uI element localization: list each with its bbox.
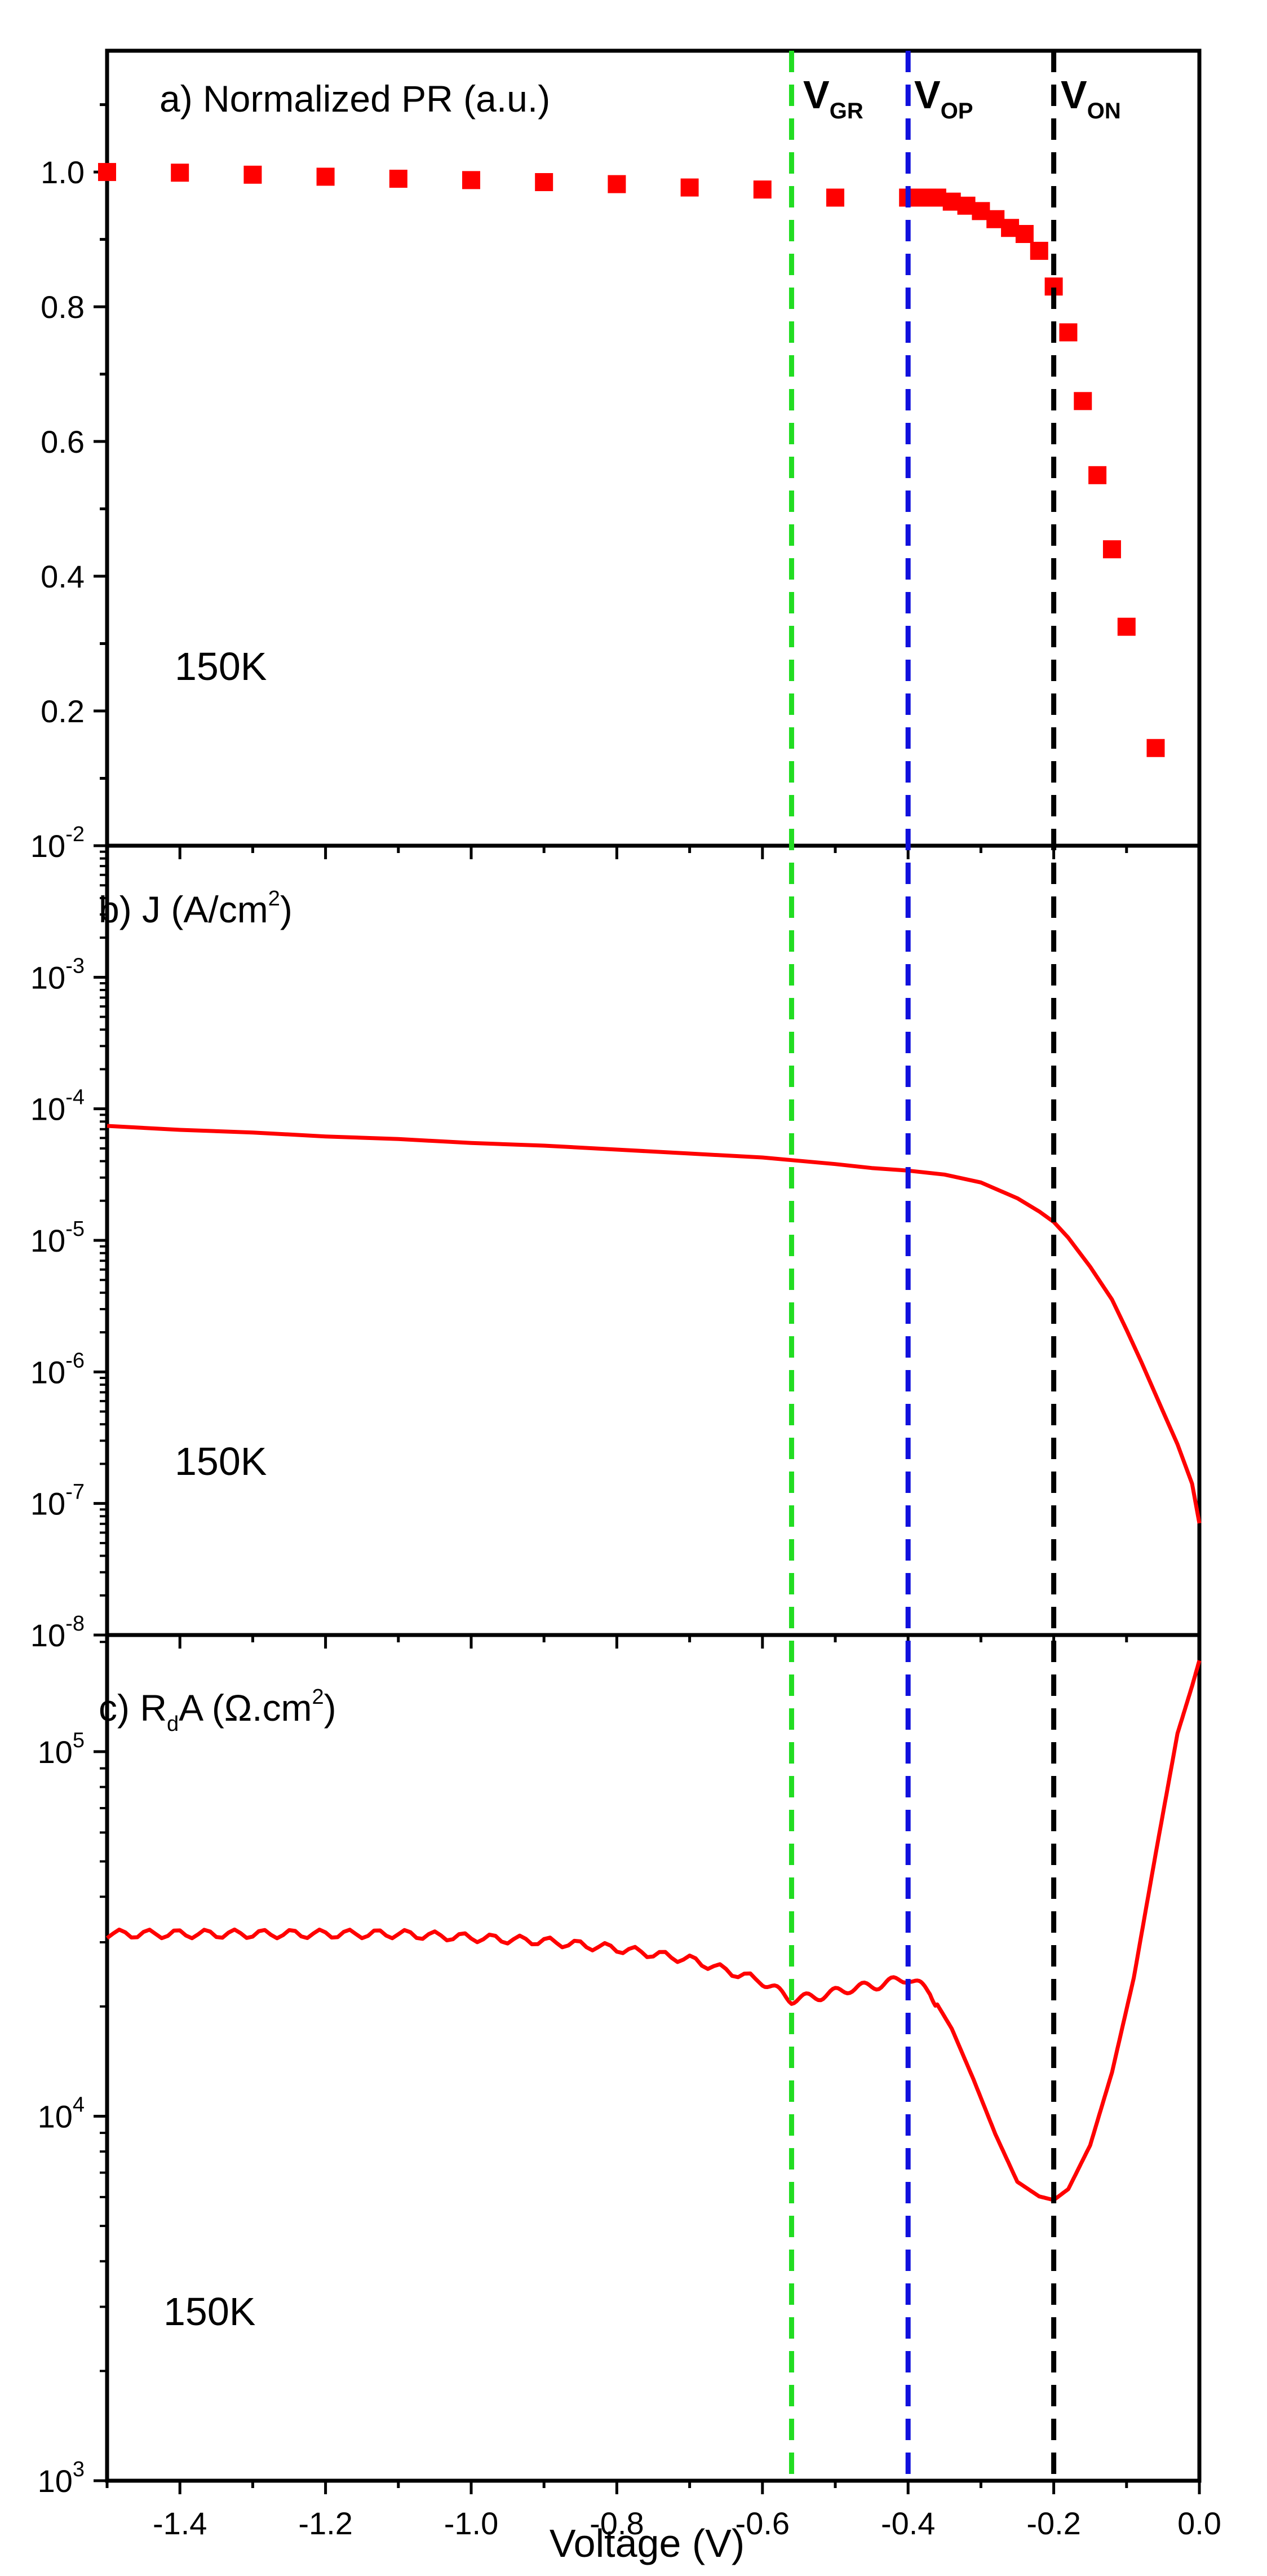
pr-data-point xyxy=(1074,392,1092,410)
pr-data-point xyxy=(171,164,189,182)
vertical-markers xyxy=(788,51,1057,2481)
axes-frames xyxy=(105,48,1202,2483)
pr-data-point xyxy=(1015,225,1034,244)
panel-a-title: a) Normalized PR (a.u.) xyxy=(160,78,550,120)
v-gr-label-main: V xyxy=(803,73,830,117)
axes-frame-b xyxy=(105,843,1202,1637)
tick-base: 10 xyxy=(38,1734,73,1770)
tick-base: 10 xyxy=(30,1223,65,1258)
v-on-label: VON xyxy=(1061,73,1121,123)
panel-c-title: c) RdA (Ω.cm2) xyxy=(99,1685,336,1736)
pr-data-point xyxy=(826,188,844,207)
axes-frame-a xyxy=(105,48,1202,848)
pr-data-point xyxy=(1088,466,1107,484)
panel-b-temperature: 150K xyxy=(175,1439,267,1483)
panel-a-temperature: 150K xyxy=(175,644,267,688)
y-tick-label-c: 105 xyxy=(38,1729,85,1770)
tick-base: 10 xyxy=(30,960,65,995)
panel-b-title-main: b) J (A/cm xyxy=(99,889,268,930)
y-tick-label-c: 104 xyxy=(38,2093,85,2134)
pr-data-point xyxy=(316,167,335,186)
panel-c-title-close: ) xyxy=(324,1687,336,1729)
panel-c-title-rest: A (Ω.cm xyxy=(179,1687,312,1729)
tick-exponent: 5 xyxy=(73,1729,85,1752)
tick-base: 10 xyxy=(30,828,65,864)
y-tick-label-a: 1.0 xyxy=(41,154,85,190)
pr-data-point xyxy=(608,175,626,193)
y-tick-label-b: 10-4 xyxy=(30,1086,85,1127)
tick-exponent: -6 xyxy=(65,1349,85,1372)
pr-data-point xyxy=(1117,617,1136,636)
panel-c-title-sub: d xyxy=(167,1712,179,1736)
v-on-label-sub: ON xyxy=(1087,99,1121,123)
tick-exponent: -4 xyxy=(65,1086,85,1110)
y-tick-label-b: 10-3 xyxy=(30,954,85,995)
pr-data-point xyxy=(1030,241,1048,260)
tick-exponent: 4 xyxy=(73,2093,85,2117)
panel-c-temperature: 150K xyxy=(163,2290,255,2334)
tick-base: 10 xyxy=(38,2463,73,2499)
pr-data-point xyxy=(243,165,262,184)
x-tick-label: -1.2 xyxy=(298,2506,353,2541)
pr-data-point xyxy=(389,170,407,188)
tick-base: 10 xyxy=(30,1486,65,1522)
pr-data-point xyxy=(1059,323,1078,342)
x-tick-label: 0.0 xyxy=(1177,2506,1221,2541)
tick-exponent: -7 xyxy=(65,1481,85,1504)
tick-exponent: 3 xyxy=(73,2458,85,2481)
pr-data-point xyxy=(462,171,480,189)
y-tick-label-a: 0.4 xyxy=(41,559,85,594)
panel-c-title-main: c) R xyxy=(99,1687,167,1729)
y-tick-label-a: 0.8 xyxy=(41,289,85,325)
panel-b-title: b) J (A/cm2) xyxy=(99,887,293,930)
panel-b-title-close: ) xyxy=(280,889,293,930)
x-tick-label: -0.4 xyxy=(881,2506,936,2541)
tick-base: 10 xyxy=(30,1354,65,1390)
v-gr-label-sub: GR xyxy=(830,99,863,123)
tick-exponent: -2 xyxy=(65,823,85,846)
tick-exponent: -8 xyxy=(65,1612,85,1636)
pr-data-point xyxy=(98,163,116,182)
x-tick-label: -1.4 xyxy=(153,2506,207,2541)
pr-data-point xyxy=(680,178,699,197)
data-layer xyxy=(98,163,1202,2202)
tick-exponent: -3 xyxy=(65,954,85,978)
y-tick-label-b: 10-5 xyxy=(30,1217,85,1258)
x-axis-title: Voltage (V) xyxy=(550,2521,745,2565)
v-op-label-sub: OP xyxy=(941,99,973,123)
x-tick-label: -0.8 xyxy=(590,2506,644,2541)
y-tick-label-b: 10-2 xyxy=(30,823,85,864)
tick-base: 10 xyxy=(30,1618,65,1653)
v-op-label: VOP xyxy=(914,73,973,123)
tick-exponent: -5 xyxy=(65,1217,85,1241)
v-op-label-main: V xyxy=(914,73,941,117)
y-tick-label-b: 10-8 xyxy=(30,1612,85,1653)
j-curve xyxy=(107,1124,1202,1524)
pr-data-point xyxy=(1102,540,1121,559)
v-gr-label: VGR xyxy=(803,73,863,123)
x-tick-label: -1.0 xyxy=(444,2506,499,2541)
axis-ticks xyxy=(94,103,1201,2494)
y-tick-label-b: 10-7 xyxy=(30,1481,85,1522)
panel-c-title-sup: 2 xyxy=(312,1685,324,1709)
axis-tick-labels: -1.4 -1.2 -1.0 -0.8 -0.6 -0.4 -0.2 0.0 0.2 0.4 0.6… xyxy=(30,154,1221,2541)
y-tick-label-c: 103 xyxy=(38,2458,85,2499)
y-tick-label-a: 0.2 xyxy=(41,693,85,729)
pr-data-point xyxy=(1146,739,1165,757)
axes-frame-c xyxy=(105,1633,1202,2483)
y-tick-label-b: 10-6 xyxy=(30,1349,85,1390)
pr-data-point xyxy=(753,180,772,199)
panel-b-title-sup: 2 xyxy=(268,887,280,911)
y-tick-label-a: 0.6 xyxy=(41,424,85,459)
tick-base: 10 xyxy=(30,1092,65,1127)
rda-curve xyxy=(105,1660,1202,2202)
x-tick-label: -0.6 xyxy=(736,2506,790,2541)
v-on-label-main: V xyxy=(1061,73,1087,117)
tick-base: 10 xyxy=(38,2098,73,2134)
pr-data-point xyxy=(535,173,553,192)
x-tick-label: -0.2 xyxy=(1026,2506,1081,2541)
